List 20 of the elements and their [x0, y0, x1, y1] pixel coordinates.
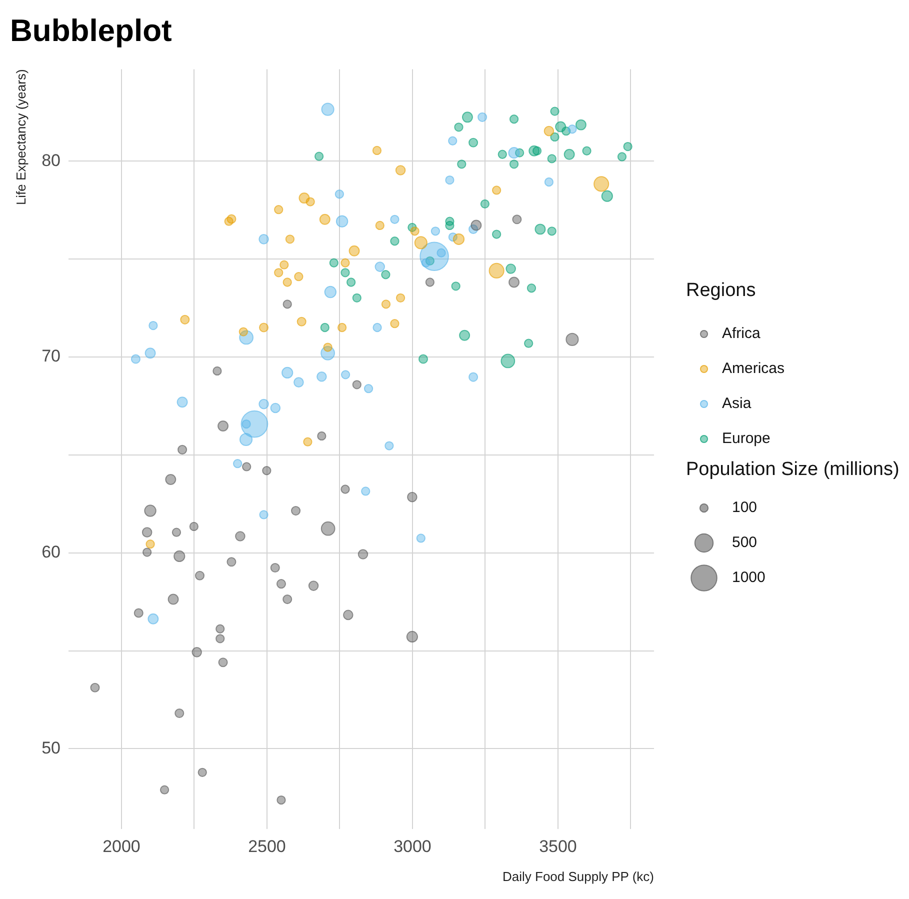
x-tick-label: 3500 — [539, 836, 577, 856]
chart-title: Bubbleplot — [10, 13, 172, 48]
y-axis-title: Life Expectancy (years) — [13, 69, 28, 206]
y-tick-label: 70 — [42, 346, 61, 366]
legend-label: Africa — [721, 324, 762, 344]
x-tick-label: 2500 — [248, 836, 286, 856]
x-axis-title: Daily Food Supply PP (kc) — [502, 868, 654, 884]
y-tick-label: 80 — [42, 150, 61, 170]
text: Population Size (millions) — [686, 459, 900, 480]
x-tick-label: 3000 — [394, 836, 432, 856]
legend-label: Americas — [721, 359, 785, 379]
y-tick-label: 50 — [42, 738, 61, 758]
legend-label: Europe — [721, 429, 772, 449]
legend-label: 1000 — [732, 569, 766, 586]
legend-label: Asia — [721, 394, 752, 414]
y-tick-label: 60 — [42, 542, 61, 562]
legend-label: 500 — [732, 534, 758, 552]
legend-label: 100 — [732, 499, 758, 516]
legend-title: Regions — [686, 280, 757, 302]
x-tick-label: 2000 — [102, 836, 140, 856]
